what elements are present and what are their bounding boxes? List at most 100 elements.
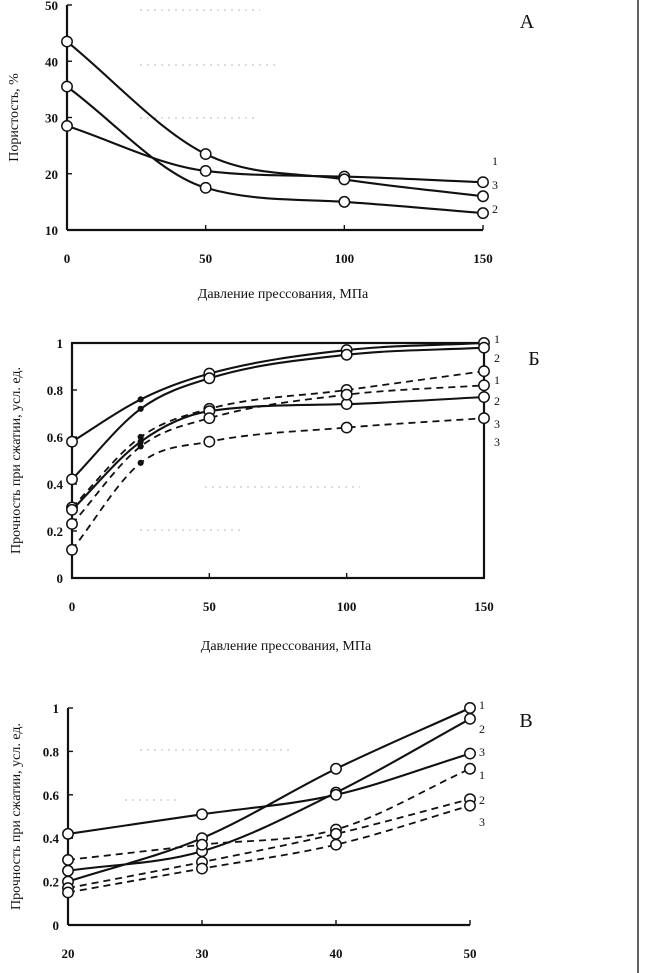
y-tick-label: 0 xyxy=(53,918,60,933)
curve-label: 3 xyxy=(492,178,498,192)
x-axis-title: Давление прессования, МПа xyxy=(198,287,369,302)
y-tick-label: 1 xyxy=(57,336,64,351)
panel-a: 10 20 30 40 50 0 50 100 150 Пористость, % Давление… xyxy=(7,0,535,302)
y-tick-label: 0.2 xyxy=(43,875,59,890)
data-point xyxy=(137,396,144,403)
series-line-2 xyxy=(71,395,485,511)
x-tick-label: 150 xyxy=(473,251,493,266)
data-point xyxy=(199,148,212,161)
plot-frame xyxy=(70,341,486,580)
data-point xyxy=(338,173,351,186)
series-line-dashed-3 xyxy=(67,804,471,894)
data-point xyxy=(61,80,73,93)
series-line-2 xyxy=(66,85,484,215)
panel-letter: А xyxy=(520,11,535,33)
series-line-dashed-1 xyxy=(71,370,485,509)
series-line-3 xyxy=(67,752,471,835)
curve-label: 3 xyxy=(479,745,485,759)
curve-label: 1 xyxy=(479,768,485,782)
data-point xyxy=(61,35,73,48)
data-point xyxy=(477,190,489,203)
data-point xyxy=(66,543,78,556)
data-point xyxy=(340,388,353,401)
y-tick-label: 0.2 xyxy=(47,524,63,539)
y-tick-label: 0.4 xyxy=(43,831,60,846)
y-axis-title: Пористость, % xyxy=(7,73,22,162)
data-point xyxy=(477,176,489,189)
y-tick-label: 0.6 xyxy=(43,788,60,803)
data-point xyxy=(199,164,212,177)
curve-label: 3 xyxy=(479,815,485,829)
data-point xyxy=(66,518,78,530)
data-point xyxy=(62,886,74,899)
series-line-dashed-2 xyxy=(67,798,471,889)
y-tick-label: 0.8 xyxy=(47,383,64,398)
curve-label: 2 xyxy=(479,793,485,807)
data-point xyxy=(464,799,476,812)
panel-b: 0 0.2 0.4 0.6 0.8 1 0 50 100 150 Прочность при сжа… xyxy=(9,332,540,654)
panel-letter: В xyxy=(519,710,532,732)
x-tick-label: 100 xyxy=(337,599,357,614)
curve-label: 1 xyxy=(479,698,485,712)
curve-label: 2 xyxy=(492,202,498,216)
x-tick-label: 0 xyxy=(64,251,71,266)
data-point xyxy=(62,853,74,866)
y-tick-label: 0.8 xyxy=(43,744,60,759)
y-tick-label: 0 xyxy=(57,571,64,586)
x-tick-label: 20 xyxy=(62,946,75,961)
x-tick-label: 100 xyxy=(335,251,355,266)
x-axis-title: Давление прессования, МПа xyxy=(201,639,372,654)
series-line-1 xyxy=(71,341,485,443)
data-point xyxy=(330,838,342,851)
curve-label: 1 xyxy=(494,332,500,346)
series-line-dashed-3 xyxy=(71,417,485,551)
curve-label: 2 xyxy=(479,722,485,736)
data-point xyxy=(478,379,490,392)
data-point xyxy=(203,372,216,385)
data-point xyxy=(66,435,78,448)
data-point xyxy=(464,712,476,725)
curve-label: 3 xyxy=(494,435,500,449)
data-point xyxy=(199,181,212,194)
y-tick-label: 0.6 xyxy=(47,430,64,445)
x-tick-label: 50 xyxy=(464,946,477,961)
data-point xyxy=(66,473,78,486)
data-point xyxy=(330,762,342,775)
data-point xyxy=(464,702,476,714)
panel-letter: Б xyxy=(528,348,539,370)
series-line-dashed-3 xyxy=(71,384,485,525)
y-axis-title: Прочность при сжатии, усл. ед. xyxy=(9,367,24,554)
y-tick-label: 40 xyxy=(45,54,58,69)
data-point xyxy=(62,827,74,840)
data-point xyxy=(330,827,342,840)
curve-label: 3 xyxy=(494,417,500,431)
data-point xyxy=(464,747,476,760)
data-point xyxy=(478,341,490,354)
x-tick-label: 50 xyxy=(199,251,212,266)
curve-label: 2 xyxy=(494,351,500,365)
y-tick-label: 0.4 xyxy=(47,477,64,492)
y-axis-title: Прочность при сжатии, усл. ед. xyxy=(9,723,24,910)
data-point xyxy=(62,864,74,877)
data-point xyxy=(203,435,216,448)
y-tick-label: 50 xyxy=(45,0,58,13)
y-tick-label: 20 xyxy=(45,167,58,182)
x-tick-label: 150 xyxy=(474,599,494,614)
data-point xyxy=(203,412,216,425)
series-line-1 xyxy=(67,707,471,883)
series-line-3 xyxy=(66,40,484,198)
x-tick-label: 50 xyxy=(203,599,216,614)
series-line-2 xyxy=(71,346,485,481)
y-tick-label: 1 xyxy=(53,701,60,716)
y-tick-label: 30 xyxy=(45,111,58,126)
y-tick-label: 10 xyxy=(45,223,58,238)
data-point xyxy=(196,862,208,875)
data-point xyxy=(137,459,144,466)
curve-label: 1 xyxy=(492,154,498,168)
data-point xyxy=(66,503,78,516)
data-point xyxy=(478,391,490,403)
data-point xyxy=(478,412,490,425)
data-point xyxy=(196,808,208,821)
data-point xyxy=(137,443,144,450)
